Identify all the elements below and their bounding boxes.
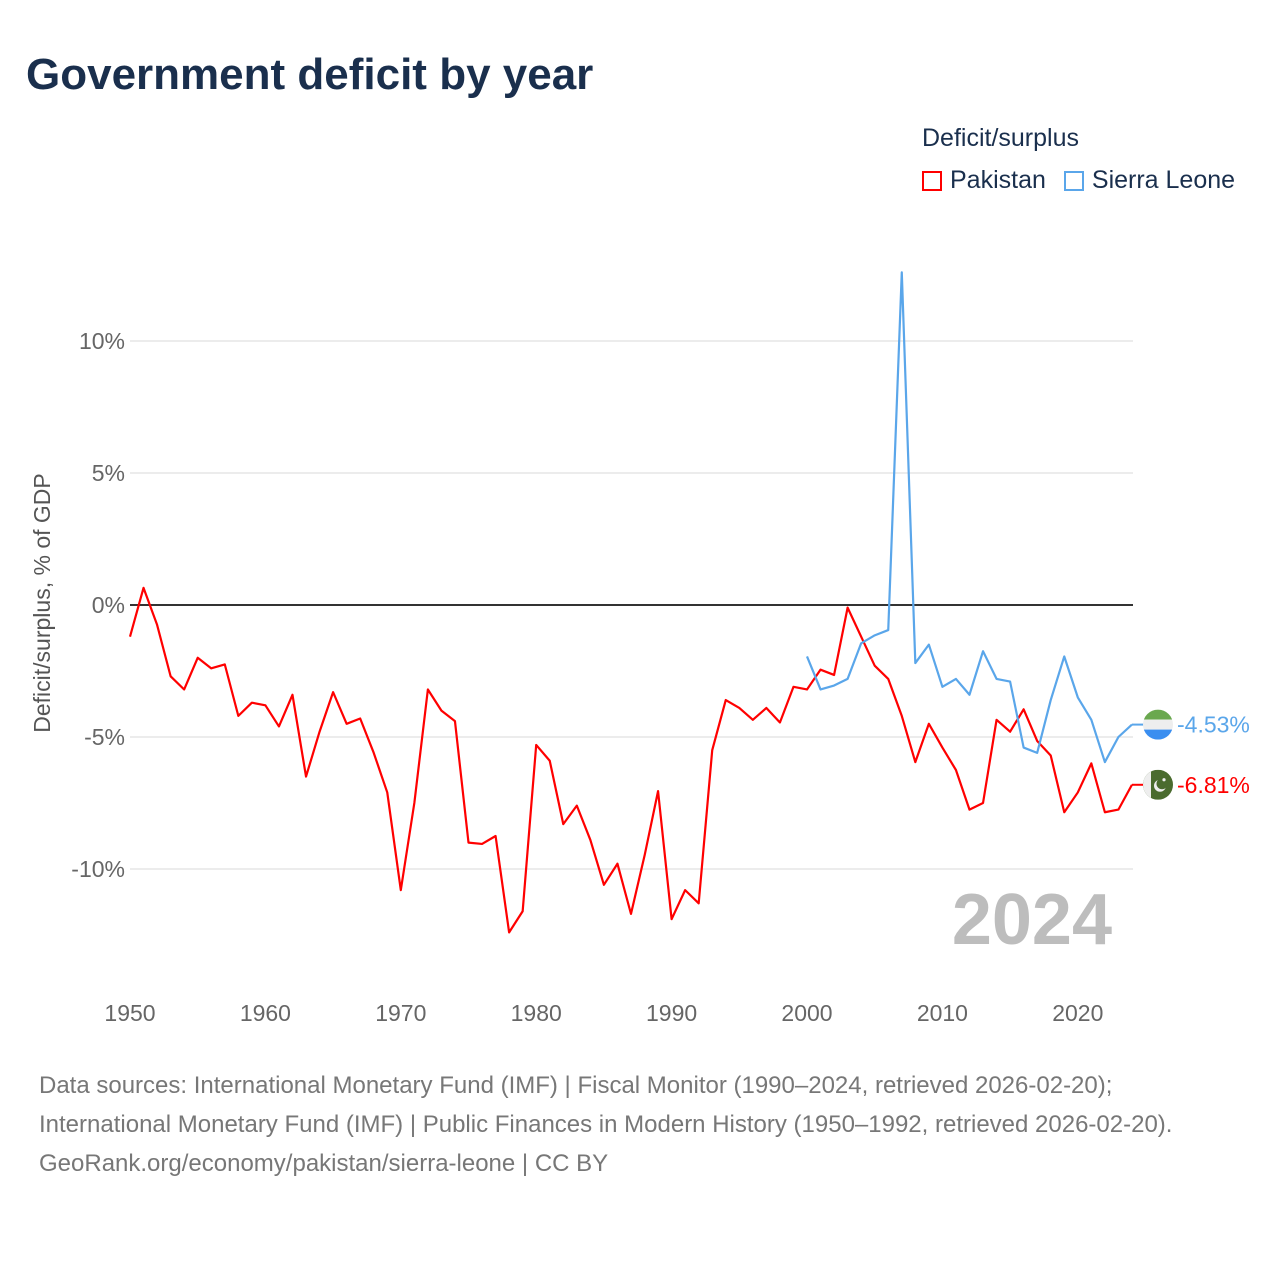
flag bbox=[1143, 769, 1173, 800]
x-tick-label: 2020 bbox=[1052, 1000, 1103, 1026]
credit-link[interactable]: GeoRank.org/economy/pakistan/sierra-leon… bbox=[39, 1150, 609, 1177]
end-value-label: -4.53% bbox=[1177, 712, 1250, 738]
data-sources: Data sources: International Monetary Fun… bbox=[39, 1072, 1173, 1138]
series-line-sierra-leone bbox=[805, 271, 1133, 764]
y-tick-label: -10% bbox=[71, 856, 125, 882]
x-tick-label: 2000 bbox=[781, 1000, 832, 1026]
y-tick-label: -5% bbox=[84, 724, 125, 750]
legend-label: Pakistan bbox=[950, 166, 1046, 194]
flag bbox=[1143, 709, 1173, 740]
footer: Data sources: International Monetary Fun… bbox=[39, 1066, 1239, 1183]
legend-label: Sierra Leone bbox=[1091, 166, 1236, 194]
year-annotation: 2024 bbox=[952, 880, 1112, 960]
flag-stripe bbox=[1143, 709, 1173, 720]
x-tick-label: 1980 bbox=[511, 1000, 562, 1026]
y-tick-label: 10% bbox=[79, 328, 125, 354]
end-value-label: -6.81% bbox=[1177, 772, 1250, 798]
chart-title: Government deficit by year bbox=[26, 50, 594, 99]
flag-stripe bbox=[1143, 719, 1173, 730]
y-axis-label: Deficit/surplus, % of GDP bbox=[29, 473, 55, 732]
pakistan-flag-icon bbox=[1143, 769, 1173, 800]
legend-item-pakistan[interactable]: Pakistan bbox=[922, 166, 1046, 195]
sierra-leone-flag-icon bbox=[1143, 709, 1173, 740]
star bbox=[1162, 778, 1166, 782]
flag-hoist bbox=[1143, 769, 1151, 800]
flag-stripe bbox=[1143, 729, 1173, 740]
x-tick-label: 1950 bbox=[104, 1000, 155, 1026]
legend-title: Deficit/surplus bbox=[922, 124, 1079, 152]
legend-swatch bbox=[1063, 170, 1084, 191]
y-tick-label: 5% bbox=[92, 460, 125, 486]
x-tick-label: 2010 bbox=[917, 1000, 968, 1026]
legend-swatch bbox=[922, 170, 942, 191]
chart-area: 10% 5% 0% -5% -10% 1950 1960 1970 1980 1990 2000 20… bbox=[29, 271, 1250, 1026]
series-line-pakistan bbox=[128, 586, 1133, 934]
x-tick-label: 1990 bbox=[646, 1000, 697, 1026]
x-tick-label: 1960 bbox=[240, 1000, 291, 1026]
crescent-cut bbox=[1156, 778, 1168, 790]
y-tick-label: 0% bbox=[92, 592, 125, 618]
legend-item-sierra-leone[interactable]: Sierra Leone bbox=[1063, 166, 1236, 195]
x-tick-label: 1970 bbox=[375, 1000, 426, 1026]
legend: Pakistan Sierra Leone bbox=[922, 166, 1235, 195]
